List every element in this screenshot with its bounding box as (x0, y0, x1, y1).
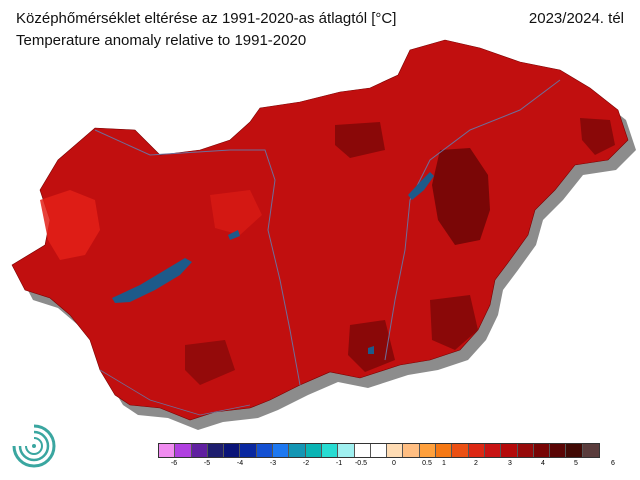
anomaly-zone-west-central (210, 190, 262, 235)
legend-color-swatch (533, 444, 551, 457)
lake-small-south (368, 346, 374, 354)
legend-tick-label: -2 (302, 460, 310, 467)
legend-color-swatch (484, 444, 502, 457)
legend-tick-label: -5 (203, 460, 211, 467)
anomaly-zone-western (40, 190, 100, 260)
legend-tick-labels: -6 -5 -4 -3 -2 -1 -0.5 0 0.5 1 2 3 4 5 6 (158, 460, 634, 472)
anomaly-zone-dark-southeast (430, 295, 478, 350)
legend-tick-label: 0 (392, 460, 396, 467)
anomaly-zone-dark-north (335, 122, 385, 158)
legend-tick-label: 5 (574, 460, 578, 467)
legend-tick-label: -6 (170, 460, 178, 467)
river-tisza (384, 79, 561, 361)
map-title-hungarian: Középhőmérséklet eltérése az 1991-2020-a… (16, 10, 397, 27)
legend-color-swatch (191, 444, 208, 457)
legend-color-swatch (370, 444, 388, 457)
map-title-english: Temperature anomaly relative to 1991-202… (16, 32, 307, 49)
legend-tick-label: 2 (474, 460, 478, 467)
legend-tick-label: 0.5 (422, 460, 432, 467)
legend-color-swatch (289, 444, 306, 457)
legend-color-swatch (517, 444, 534, 457)
anomaly-zone-dark-northeast (580, 118, 615, 155)
legend-color-swatch (566, 444, 583, 457)
legend-color-swatch (436, 444, 453, 457)
legend-color-swatch (354, 444, 371, 457)
legend-color-swatch (403, 444, 420, 457)
legend-tick-label: 6 (611, 460, 615, 467)
legend-tick-label: 4 (541, 460, 545, 467)
lake-tisza (408, 172, 434, 200)
legend-tick-label: 1 (442, 460, 446, 467)
legend-color-swatch (501, 444, 518, 457)
legend-color-swatch (387, 444, 404, 457)
legend-tick-label: -4 (236, 460, 244, 467)
legend-tick-label: 3 (508, 460, 512, 467)
legend-color-swatch (452, 444, 469, 457)
legend-color-swatch (468, 444, 485, 457)
legend-color-swatch (159, 444, 176, 457)
legend-tick-label: -3 (269, 460, 277, 467)
river-drava (99, 369, 251, 416)
legend-color-swatch (256, 444, 274, 457)
legend-color-swatch (175, 444, 192, 457)
lake-velence (228, 230, 240, 240)
legend-color-swatch (550, 444, 567, 457)
legend-color-swatch (207, 444, 225, 457)
legend-color-swatch (321, 444, 339, 457)
met-service-logo-icon (12, 424, 56, 468)
legend-color-swatch (240, 444, 257, 457)
lake-balaton (112, 258, 192, 303)
legend-tick-label: -0.5 (354, 460, 368, 467)
legend-tick-label: -1 (335, 460, 343, 467)
legend-color-swatch (338, 444, 355, 457)
legend-color-swatch (224, 444, 241, 457)
river-danube (94, 129, 301, 386)
legend-color-swatch (419, 444, 437, 457)
anomaly-zone-dark-east (432, 148, 490, 245)
season-label: 2023/2024. tél (528, 10, 624, 27)
legend-colorbar (158, 443, 601, 458)
legend-color-swatch (582, 444, 600, 457)
legend-color-swatch (273, 444, 290, 457)
legend-color-swatch (305, 444, 322, 457)
anomaly-zone-dark-south (348, 320, 395, 372)
anomaly-zone-dark-southwest (185, 340, 235, 385)
